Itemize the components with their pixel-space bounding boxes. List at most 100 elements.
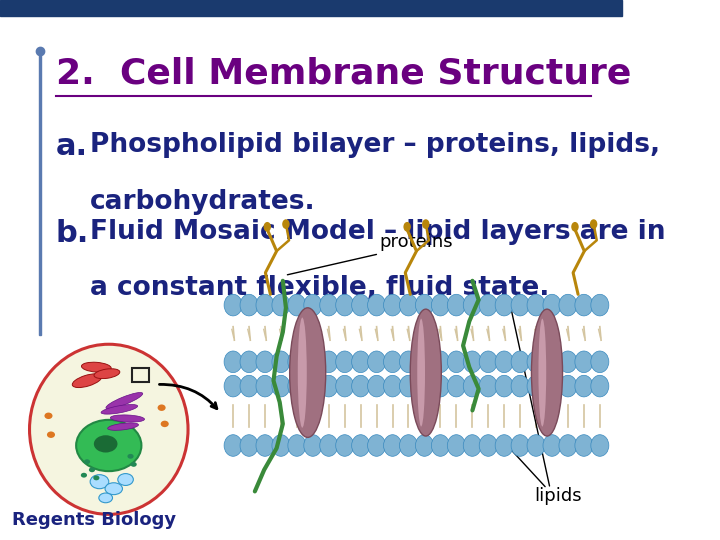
Ellipse shape <box>571 222 579 232</box>
Ellipse shape <box>543 351 561 373</box>
Ellipse shape <box>288 375 306 397</box>
Ellipse shape <box>158 404 166 411</box>
Text: proteins: proteins <box>379 233 453 251</box>
Ellipse shape <box>264 222 271 232</box>
Ellipse shape <box>351 375 369 397</box>
Ellipse shape <box>336 375 354 397</box>
Ellipse shape <box>415 375 433 397</box>
Ellipse shape <box>384 375 402 397</box>
Ellipse shape <box>400 351 418 373</box>
Text: Phospholipid bilayer – proteins, lipids,: Phospholipid bilayer – proteins, lipids, <box>90 132 660 158</box>
Ellipse shape <box>400 294 418 316</box>
Ellipse shape <box>224 375 242 397</box>
Ellipse shape <box>282 219 289 229</box>
Ellipse shape <box>591 294 609 316</box>
Ellipse shape <box>90 475 109 489</box>
Ellipse shape <box>431 351 449 373</box>
Ellipse shape <box>591 351 609 373</box>
Ellipse shape <box>45 413 53 419</box>
Ellipse shape <box>511 351 529 373</box>
Ellipse shape <box>463 294 481 316</box>
Ellipse shape <box>351 294 369 316</box>
Ellipse shape <box>495 351 513 373</box>
Ellipse shape <box>575 375 593 397</box>
Ellipse shape <box>415 351 433 373</box>
Ellipse shape <box>224 435 242 456</box>
Ellipse shape <box>81 473 87 477</box>
Ellipse shape <box>527 435 545 456</box>
Ellipse shape <box>368 351 386 373</box>
Ellipse shape <box>511 375 529 397</box>
Ellipse shape <box>89 467 95 472</box>
Ellipse shape <box>384 351 402 373</box>
Ellipse shape <box>480 435 498 456</box>
Ellipse shape <box>272 294 290 316</box>
Ellipse shape <box>559 351 577 373</box>
Bar <box>132 368 148 382</box>
Ellipse shape <box>336 351 354 373</box>
Ellipse shape <box>403 222 411 232</box>
Ellipse shape <box>240 351 258 373</box>
Ellipse shape <box>320 435 338 456</box>
Ellipse shape <box>93 475 99 481</box>
Ellipse shape <box>288 294 306 316</box>
Bar <box>39 49 41 335</box>
Ellipse shape <box>400 435 418 456</box>
Ellipse shape <box>110 415 145 422</box>
Ellipse shape <box>368 375 386 397</box>
Ellipse shape <box>320 375 338 397</box>
Ellipse shape <box>575 435 593 456</box>
Ellipse shape <box>288 351 306 373</box>
Ellipse shape <box>495 375 513 397</box>
Text: Fluid Mosaic Model – lipid layers are in: Fluid Mosaic Model – lipid layers are in <box>90 219 665 245</box>
Ellipse shape <box>480 294 498 316</box>
Ellipse shape <box>418 319 425 427</box>
Ellipse shape <box>543 294 561 316</box>
Ellipse shape <box>447 375 465 397</box>
Ellipse shape <box>527 351 545 373</box>
Ellipse shape <box>240 435 258 456</box>
Text: lipids: lipids <box>534 487 582 505</box>
Ellipse shape <box>543 435 561 456</box>
Ellipse shape <box>304 294 322 316</box>
Ellipse shape <box>304 375 322 397</box>
Ellipse shape <box>431 375 449 397</box>
Ellipse shape <box>447 435 465 456</box>
Text: carbohydrates.: carbohydrates. <box>90 189 316 215</box>
Ellipse shape <box>256 375 274 397</box>
Ellipse shape <box>351 435 369 456</box>
Ellipse shape <box>30 345 188 514</box>
Ellipse shape <box>84 459 90 464</box>
Ellipse shape <box>511 435 529 456</box>
Ellipse shape <box>539 319 546 427</box>
Ellipse shape <box>336 435 354 456</box>
Ellipse shape <box>590 219 598 229</box>
Ellipse shape <box>527 294 545 316</box>
Ellipse shape <box>161 421 168 427</box>
Ellipse shape <box>118 474 133 485</box>
Ellipse shape <box>559 435 577 456</box>
Ellipse shape <box>415 294 433 316</box>
Ellipse shape <box>575 294 593 316</box>
Ellipse shape <box>106 393 143 409</box>
Ellipse shape <box>224 294 242 316</box>
Ellipse shape <box>543 375 561 397</box>
Ellipse shape <box>495 435 513 456</box>
Ellipse shape <box>559 375 577 397</box>
Ellipse shape <box>368 294 386 316</box>
Ellipse shape <box>591 375 609 397</box>
Ellipse shape <box>384 435 402 456</box>
Ellipse shape <box>81 362 111 372</box>
Ellipse shape <box>368 435 386 456</box>
Ellipse shape <box>463 351 481 373</box>
Ellipse shape <box>384 294 402 316</box>
Ellipse shape <box>527 375 545 397</box>
Ellipse shape <box>320 294 338 316</box>
Ellipse shape <box>431 294 449 316</box>
Ellipse shape <box>272 351 290 373</box>
Ellipse shape <box>272 375 290 397</box>
Ellipse shape <box>298 318 307 428</box>
Text: a.: a. <box>56 132 88 161</box>
Ellipse shape <box>94 435 117 453</box>
Ellipse shape <box>463 435 481 456</box>
